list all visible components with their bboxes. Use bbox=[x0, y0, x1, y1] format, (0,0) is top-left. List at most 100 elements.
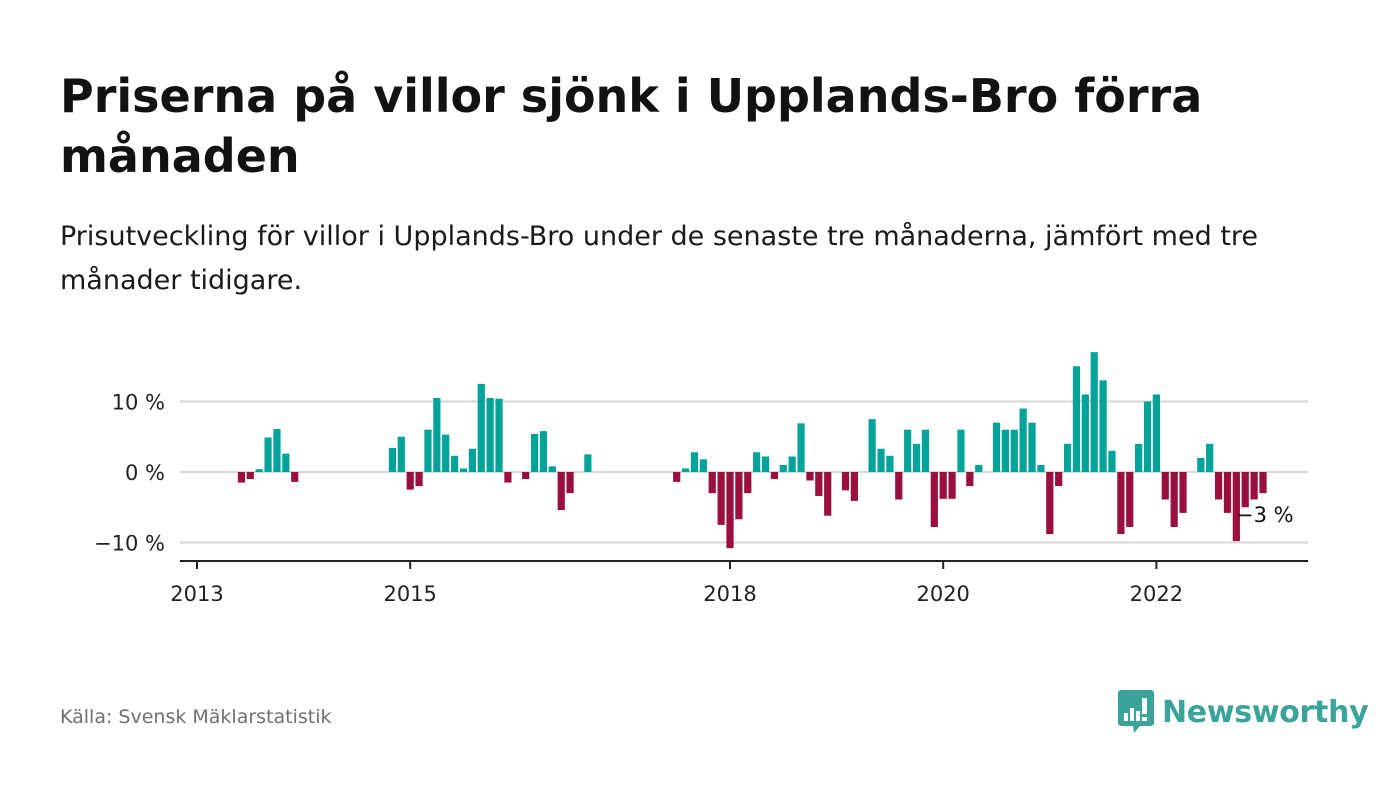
bar bbox=[921, 429, 930, 472]
bar bbox=[957, 429, 965, 472]
bar bbox=[1206, 443, 1214, 472]
bar bbox=[1072, 366, 1081, 472]
x-tick-label: 2015 bbox=[383, 582, 436, 606]
bar bbox=[770, 472, 779, 480]
x-axis bbox=[180, 560, 1308, 569]
bar bbox=[1090, 352, 1098, 472]
bar bbox=[975, 464, 983, 472]
bar bbox=[557, 472, 565, 511]
bar bbox=[1055, 472, 1063, 487]
bar bbox=[486, 397, 494, 472]
bar bbox=[584, 454, 592, 473]
bar bbox=[1152, 394, 1160, 472]
bar bbox=[1135, 443, 1143, 472]
bar bbox=[699, 459, 707, 472]
bar bbox=[1214, 472, 1223, 500]
bar bbox=[904, 429, 912, 472]
x-tick-label: 2020 bbox=[916, 582, 969, 606]
y-tick-label: 0 % bbox=[125, 461, 165, 485]
bar bbox=[504, 472, 512, 483]
bar bbox=[726, 472, 734, 549]
x-tick-label: 2018 bbox=[703, 582, 756, 606]
source-note: Källa: Svensk Mäklarstatistik bbox=[60, 706, 332, 728]
bar bbox=[912, 443, 921, 472]
bar bbox=[708, 472, 716, 494]
bar-chart: 10 % 0 % −10 % 2013 2015 2018 2020 2022 −3 % bbox=[94, 352, 1308, 607]
bar bbox=[1010, 429, 1018, 472]
y-tick-label: −10 % bbox=[94, 532, 165, 556]
bar bbox=[1063, 443, 1072, 472]
bar bbox=[406, 472, 414, 490]
bar bbox=[246, 472, 254, 480]
bar bbox=[673, 472, 681, 482]
bar bbox=[1028, 422, 1036, 472]
bar bbox=[948, 472, 956, 499]
y-tick-label: 10 % bbox=[112, 391, 165, 415]
bar bbox=[1001, 429, 1009, 472]
bar bbox=[1099, 380, 1107, 472]
bar bbox=[468, 448, 476, 472]
bar bbox=[255, 469, 263, 472]
bar bbox=[388, 448, 397, 472]
bar bbox=[886, 455, 894, 472]
bar bbox=[1170, 472, 1178, 527]
bar bbox=[868, 419, 876, 473]
bar bbox=[850, 472, 858, 501]
bar bbox=[424, 429, 432, 472]
bar bbox=[1259, 472, 1267, 494]
bar bbox=[895, 472, 903, 500]
bar bbox=[1232, 472, 1240, 542]
bar bbox=[1117, 472, 1125, 535]
bar bbox=[753, 452, 761, 472]
bar bbox=[735, 472, 743, 520]
last-value-annotation: −3 % bbox=[1236, 503, 1294, 527]
newsworthy-logo-icon bbox=[1118, 690, 1154, 733]
bar bbox=[237, 472, 246, 483]
bar bbox=[566, 472, 574, 494]
bar bbox=[939, 472, 947, 499]
bar bbox=[824, 472, 832, 516]
bar bbox=[681, 468, 690, 472]
bar bbox=[433, 397, 441, 472]
bar bbox=[717, 472, 725, 525]
page-subtitle: Prisutveckling för villor i Upplands-Bro… bbox=[60, 221, 1259, 296]
bar bbox=[690, 452, 699, 472]
bar bbox=[966, 472, 974, 487]
bar bbox=[459, 468, 468, 472]
bar bbox=[1126, 472, 1134, 527]
bar bbox=[1019, 408, 1027, 472]
bar bbox=[282, 453, 290, 472]
newsworthy-logo: Newsworthy bbox=[1118, 690, 1369, 734]
bar bbox=[1108, 450, 1116, 472]
bar bbox=[1241, 472, 1249, 508]
bar bbox=[522, 472, 530, 480]
bar bbox=[815, 472, 823, 496]
bar bbox=[495, 398, 503, 472]
bar bbox=[442, 434, 450, 472]
bar bbox=[264, 437, 272, 472]
bar bbox=[1037, 464, 1045, 472]
bar bbox=[397, 436, 405, 472]
bar bbox=[797, 423, 805, 473]
x-tick-label: 2013 bbox=[170, 582, 223, 606]
bar bbox=[841, 472, 850, 491]
bar bbox=[1081, 394, 1089, 472]
bar bbox=[415, 472, 423, 487]
bar bbox=[1143, 401, 1152, 472]
axis-labels: 10 % 0 % −10 % 2013 2015 2018 2020 2022 −3 % bbox=[94, 391, 1294, 607]
bar bbox=[1161, 472, 1169, 500]
bar bbox=[1197, 457, 1205, 472]
bar bbox=[806, 472, 814, 481]
bar bbox=[477, 383, 485, 473]
bar bbox=[744, 472, 752, 494]
bars bbox=[237, 352, 1267, 549]
x-tick-label: 2022 bbox=[1130, 582, 1183, 606]
bar bbox=[1223, 472, 1232, 513]
bar bbox=[877, 448, 885, 472]
bar bbox=[291, 472, 299, 482]
bar bbox=[788, 456, 796, 472]
bar bbox=[530, 433, 539, 472]
bar bbox=[992, 422, 1001, 472]
bar bbox=[1250, 472, 1258, 500]
bar bbox=[930, 472, 938, 527]
